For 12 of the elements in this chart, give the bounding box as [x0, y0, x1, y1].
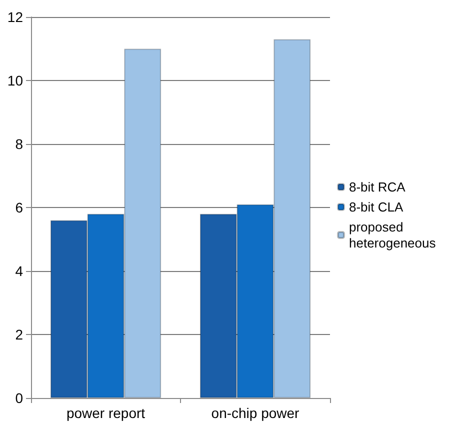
y-tick-label: 12 [7, 9, 24, 25]
y-tick-label: 4 [15, 263, 24, 279]
legend-label: 8-bit CLA [349, 200, 404, 214]
x-tick-label: on-chip power [211, 405, 300, 421]
y-tick-label: 6 [15, 200, 24, 216]
y-tick-label: 10 [7, 72, 24, 88]
legend-label: proposed heterogeneous [349, 220, 436, 250]
x-tick-label: power report [66, 405, 146, 421]
legend-label: 8-bit RCA [349, 180, 406, 194]
y-tick-label: 0 [15, 390, 24, 406]
y-tick-label: 2 [15, 326, 24, 342]
y-tick-label: 8 [15, 136, 24, 152]
